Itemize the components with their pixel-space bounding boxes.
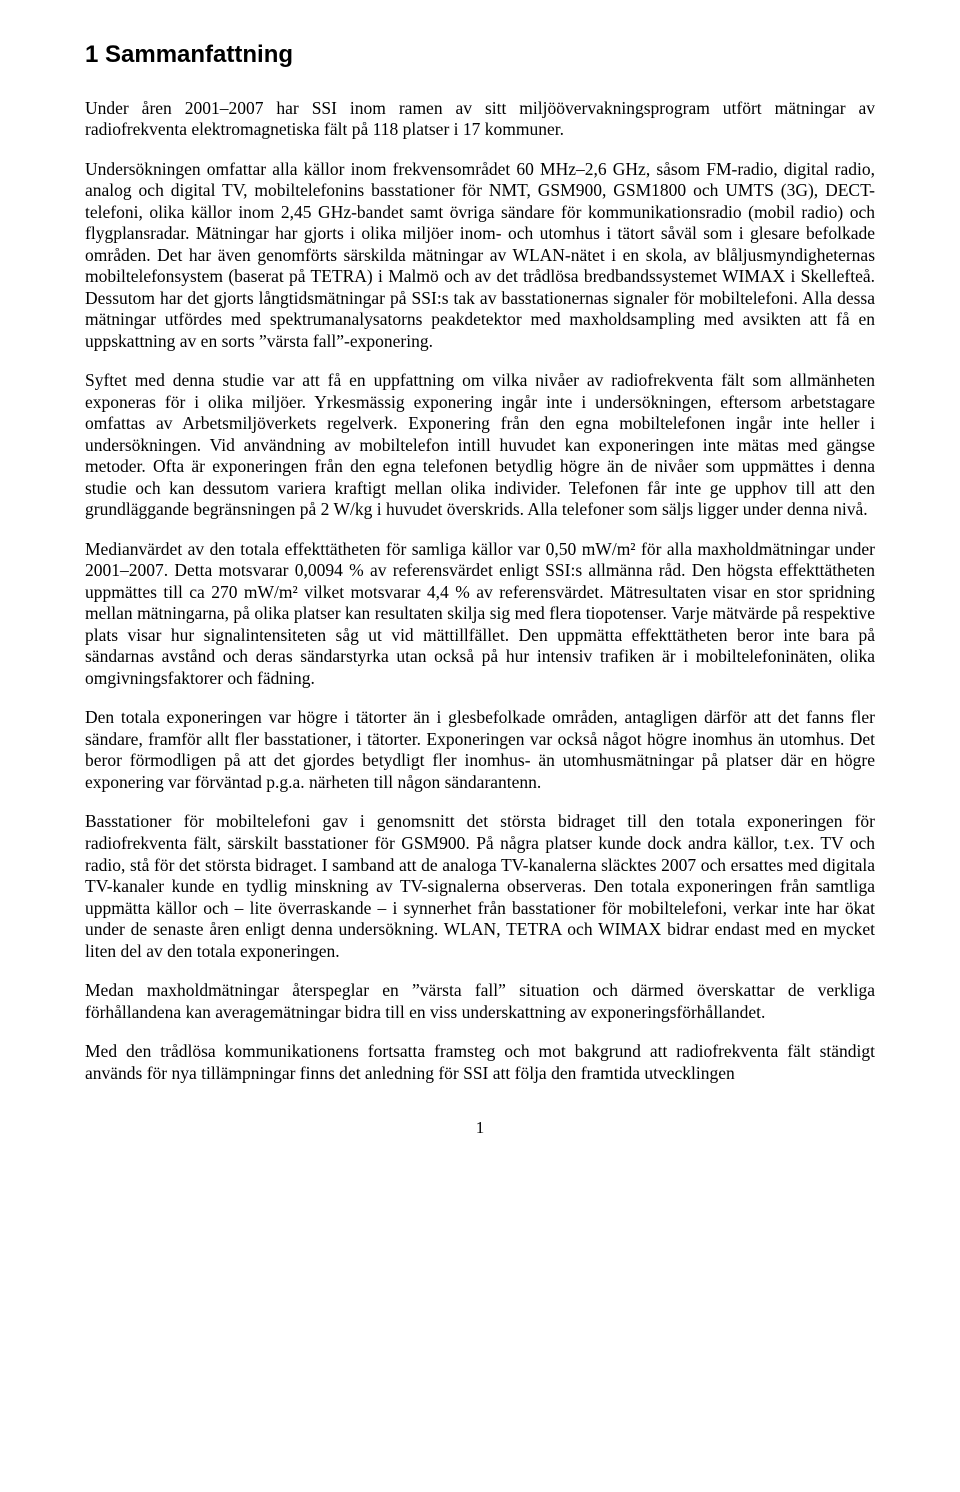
paragraph: Under åren 2001–2007 har SSI inom ramen … bbox=[85, 98, 875, 141]
paragraph: Syftet med denna studie var att få en up… bbox=[85, 370, 875, 521]
paragraph: Medianvärdet av den totala effekttäthete… bbox=[85, 539, 875, 690]
page-number: 1 bbox=[85, 1118, 875, 1139]
paragraph: Undersökningen omfattar alla källor inom… bbox=[85, 159, 875, 353]
paragraph: Medan maxholdmätningar återspeglar en ”v… bbox=[85, 980, 875, 1023]
paragraph: Den totala exponeringen var högre i täto… bbox=[85, 707, 875, 793]
paragraph: Med den trådlösa kommunikationens fortsa… bbox=[85, 1041, 875, 1084]
document-page: 1 Sammanfattning Under åren 2001–2007 ha… bbox=[0, 0, 960, 1189]
paragraph: Basstationer för mobiltelefoni gav i gen… bbox=[85, 811, 875, 962]
section-heading: 1 Sammanfattning bbox=[85, 40, 875, 70]
